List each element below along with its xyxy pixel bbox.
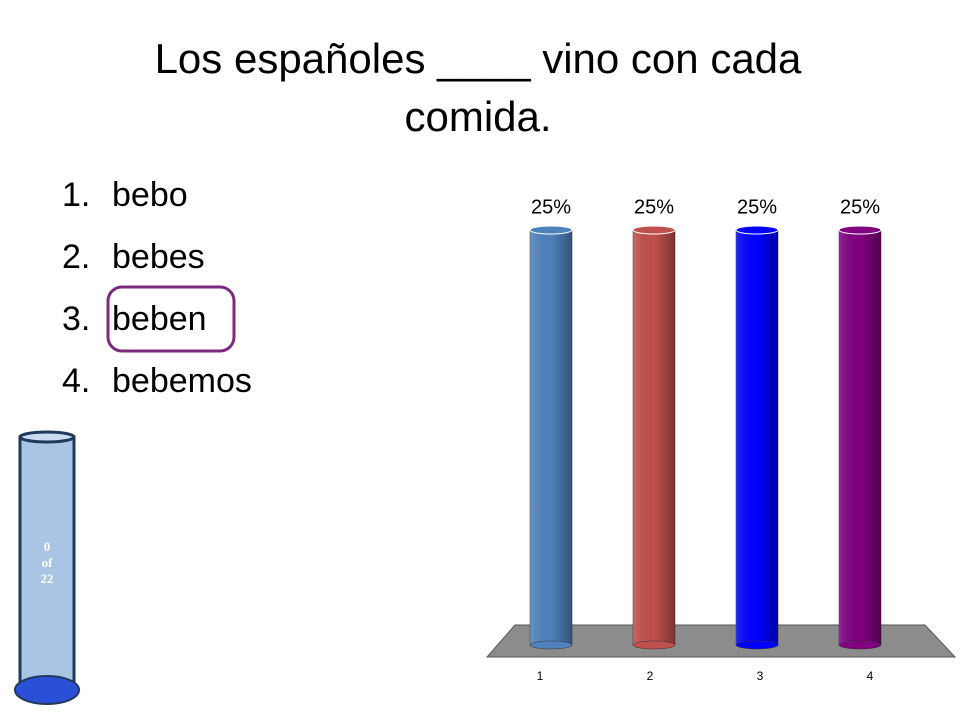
chart-floor — [485, 624, 957, 658]
value-label: 25% — [531, 196, 571, 218]
bar-top — [632, 225, 676, 235]
counter-text: 22 — [41, 571, 54, 586]
value-label: 25% — [840, 196, 880, 218]
bar-shade — [633, 230, 675, 645]
x-tick-label: 2 — [647, 669, 654, 683]
bar-shade — [736, 230, 778, 645]
option-text: bebemos — [112, 362, 252, 400]
bar-base — [529, 640, 573, 650]
bar-base — [838, 640, 882, 650]
option-text: bebo — [112, 176, 188, 214]
option-number: 3. — [62, 300, 91, 338]
answer-highlight — [106, 285, 236, 353]
option: 2. bebes — [62, 238, 205, 277]
option-number: 2. — [62, 238, 91, 276]
x-tick-label: 4 — [867, 669, 874, 683]
counter-text: of — [42, 555, 54, 570]
counter: 0 of 22 — [14, 430, 80, 705]
bar-top — [838, 225, 882, 235]
counter-text: 0 — [44, 539, 51, 554]
option-number: 4. — [62, 362, 91, 400]
option-number: 1. — [62, 176, 91, 214]
value-label: 25% — [634, 196, 674, 218]
value-label: 25% — [737, 196, 777, 218]
x-tick-label: 3 — [757, 669, 764, 683]
bar-shade — [839, 230, 881, 645]
bar-shade — [530, 230, 572, 645]
bar-base — [632, 640, 676, 650]
slide-title: Los españoles ____ vino con cada comida. — [154, 35, 802, 140]
option: 3. beben — [62, 300, 207, 339]
option: 4. bebemos — [62, 362, 252, 401]
bar-top — [735, 225, 779, 235]
option-text: beben — [112, 300, 207, 338]
bar-top — [529, 225, 573, 235]
x-tick-label: 1 — [537, 669, 544, 683]
option: 1. bebo — [62, 176, 188, 215]
option-text: bebes — [112, 238, 205, 276]
bar-base — [735, 640, 779, 650]
